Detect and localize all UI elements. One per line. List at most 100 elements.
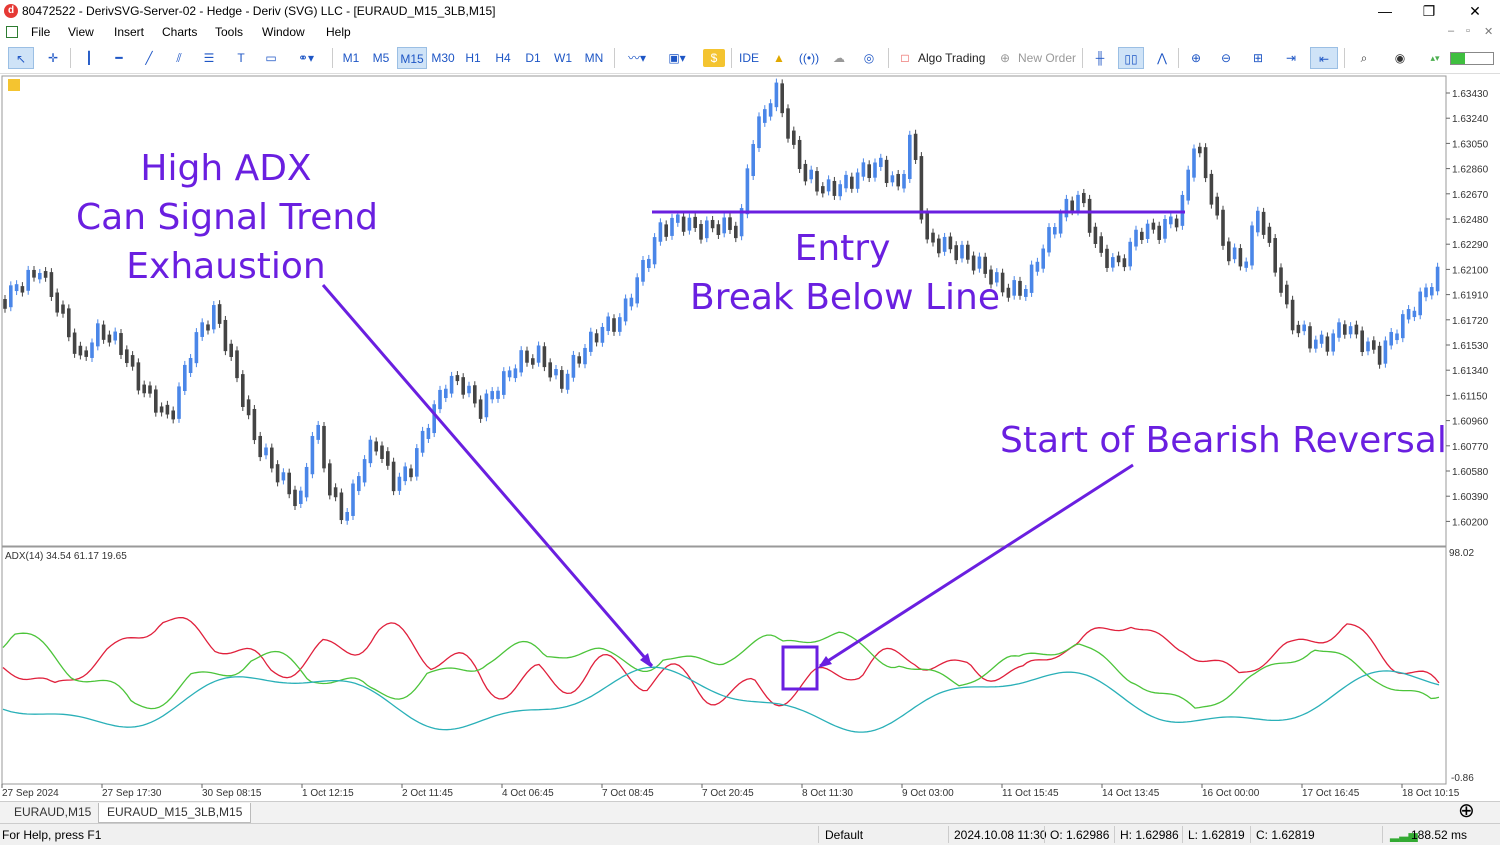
expert-icon[interactable] xyxy=(8,79,20,91)
time-label: 7 Oct 20:45 xyxy=(702,788,754,799)
vps-icon[interactable]: ◎ xyxy=(863,51,875,65)
menu-charts[interactable]: Charts xyxy=(162,25,198,39)
candle-body xyxy=(1261,211,1266,235)
tf-m1[interactable]: M1 xyxy=(342,51,360,65)
tf-w1[interactable]: W1 xyxy=(554,51,572,65)
candle-body xyxy=(1337,322,1341,338)
menu-file[interactable]: File xyxy=(31,25,51,39)
price-label: 1.60770 xyxy=(1452,442,1489,453)
child-close-button[interactable]: ✕ xyxy=(1484,26,1494,38)
candle-body xyxy=(223,319,228,352)
tab-euraud-m15[interactable]: EURAUD,M15 xyxy=(14,805,92,819)
tf-h4[interactable]: H4 xyxy=(495,51,511,65)
horizontal-line-icon[interactable]: ━ xyxy=(115,51,123,65)
new-order-button[interactable]: New Order xyxy=(1018,51,1077,65)
menu-view[interactable]: View xyxy=(68,25,94,39)
zoom-out-icon[interactable]: ⊖ xyxy=(1220,51,1232,65)
chart-canvas[interactable]: 1.63430 1.63240 1.63050 1.62860 1.62670 1.624… xyxy=(0,74,1500,801)
status-profile[interactable]: Default xyxy=(825,828,864,842)
candle-body xyxy=(432,404,436,434)
account-icon[interactable]: ◉ xyxy=(1394,51,1406,65)
cloud-icon[interactable]: ☁ xyxy=(833,51,845,65)
candle-body xyxy=(571,354,576,378)
time-label: 8 Oct 11:30 xyxy=(802,788,853,799)
time-label: 16 Oct 00:00 xyxy=(1202,788,1260,799)
shapes-icon[interactable]: ▭ xyxy=(265,51,277,65)
menu-window[interactable]: Window xyxy=(262,25,305,39)
bar-chart-icon[interactable]: ╫ xyxy=(1095,51,1105,65)
lock-bag-icon[interactable]: ▲ xyxy=(773,51,785,65)
zoom-in-icon[interactable]: ⊕ xyxy=(1190,51,1202,65)
grid-icon[interactable]: ⊞ xyxy=(1252,51,1264,65)
candle-body xyxy=(797,139,802,170)
candle-body xyxy=(328,463,332,496)
candle-body xyxy=(1180,194,1185,226)
candle-body xyxy=(1018,280,1022,296)
entry-line-1: Entry xyxy=(794,228,891,269)
candle-body xyxy=(235,350,239,379)
candle-body xyxy=(600,326,605,343)
chart-shift-icon[interactable]: ⇤ xyxy=(1310,47,1338,69)
autoscroll-icon[interactable]: ⇥ xyxy=(1285,51,1297,65)
candle-body xyxy=(1099,236,1103,253)
close-button[interactable]: ✕ xyxy=(1469,3,1481,19)
candle-body xyxy=(20,286,25,293)
child-minimize-button[interactable]: – xyxy=(1448,25,1455,37)
candle-body xyxy=(664,224,668,237)
tf-d1[interactable]: D1 xyxy=(525,51,541,65)
algo-trading-icon: □ xyxy=(901,51,909,65)
tf-m5[interactable]: M5 xyxy=(372,51,390,65)
market-watch-icon[interactable]: ▴▾ xyxy=(1430,53,1440,63)
reversal-arrow-head xyxy=(818,656,832,668)
menu-help[interactable]: Help xyxy=(326,25,351,39)
candle-body xyxy=(119,333,123,355)
trendline-icon[interactable]: ╱ xyxy=(145,51,153,65)
search-icon[interactable]: ⌕ xyxy=(1360,51,1368,65)
candle-body xyxy=(1035,261,1040,272)
dollar-icon[interactable]: $ xyxy=(703,49,725,67)
signal-icon[interactable]: ((•)) xyxy=(798,51,820,65)
candle-body xyxy=(455,375,460,382)
candle-chart-icon[interactable]: ▯▯ xyxy=(1118,47,1144,69)
time-label: 30 Sep 08:15 xyxy=(202,788,262,799)
candle-body xyxy=(339,492,344,521)
maximize-button[interactable]: ❐ xyxy=(1422,3,1436,19)
ide-button[interactable]: IDE xyxy=(738,51,759,65)
candle-body xyxy=(386,451,390,466)
new-order-icon: ⊕ xyxy=(999,51,1011,65)
tf-m30[interactable]: M30 xyxy=(431,51,455,65)
candle-body xyxy=(49,272,54,297)
algo-trading-button[interactable]: Algo Trading xyxy=(918,51,986,65)
candle-body xyxy=(606,316,610,332)
crosshair-icon[interactable]: ✛ xyxy=(47,51,59,65)
objects-dropdown-icon[interactable]: ⚭▾ xyxy=(297,51,315,65)
chart-type-icon[interactable]: 〰▾ xyxy=(627,51,647,65)
minimize-button[interactable]: — xyxy=(1378,3,1392,19)
candle-body xyxy=(32,269,36,278)
candle-body xyxy=(577,356,581,364)
candle-body xyxy=(1395,333,1399,341)
menu-tools[interactable]: Tools xyxy=(215,25,244,39)
indicators-icon[interactable]: ▣▾ xyxy=(668,51,686,65)
child-restore-button[interactable]: ▫ xyxy=(1466,25,1470,37)
tf-mn[interactable]: MN xyxy=(584,51,604,65)
line-chart-icon[interactable]: ⋀ xyxy=(1157,51,1167,65)
cursor-tool-icon[interactable]: ↖ xyxy=(8,47,34,69)
text-tool-icon[interactable]: T xyxy=(237,51,245,65)
candle-body xyxy=(1232,247,1237,260)
fibonacci-icon[interactable]: ☰ xyxy=(203,51,215,65)
tf-m15[interactable]: M15 xyxy=(397,47,427,69)
candle-body xyxy=(641,259,645,282)
candle-body xyxy=(1430,287,1434,296)
candle-body xyxy=(693,216,697,228)
vertical-line-icon[interactable]: ┃ xyxy=(85,51,93,65)
candle-body xyxy=(148,385,152,394)
zoom-magnifier-icon[interactable]: ⊕ xyxy=(1458,800,1475,822)
candle-body xyxy=(1116,255,1121,263)
menu-insert[interactable]: Insert xyxy=(114,25,145,39)
tf-h1[interactable]: H1 xyxy=(465,51,481,65)
tab-euraud-m15-3lb[interactable]: EURAUD_M15_3LB,M15 xyxy=(98,803,252,823)
candle-body xyxy=(258,435,262,458)
channel-icon[interactable]: ⫽ xyxy=(176,51,182,65)
chart-window[interactable]: 1.63430 1.63240 1.63050 1.62860 1.62670 1.624… xyxy=(0,74,1500,801)
